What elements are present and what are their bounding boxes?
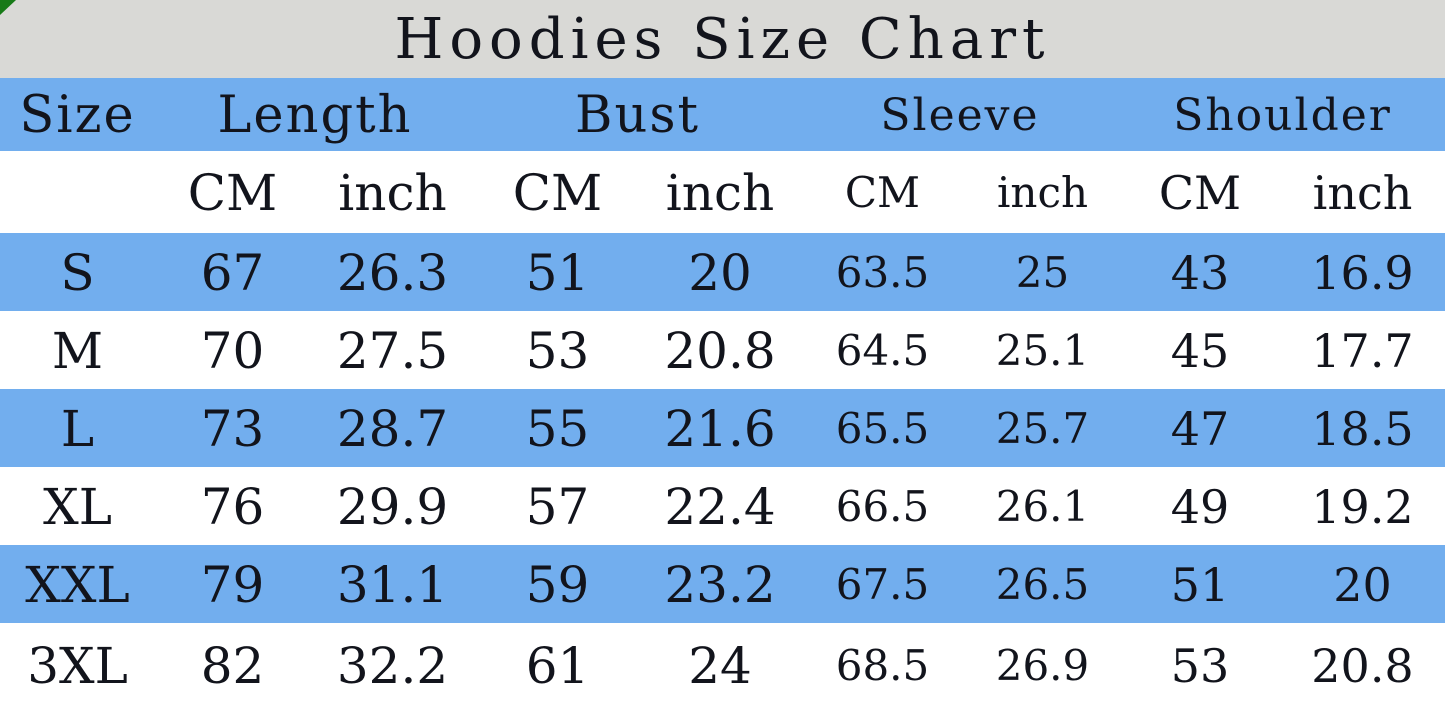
table-row-s: S 67 26.3 51 20 63.5 25 43 16.9 [0, 233, 1445, 311]
cell-shoulder-cm: 43 [1170, 246, 1230, 300]
cell-shoulder-cm: 51 [1170, 558, 1230, 612]
cell-sleeve-inch: 25 [1015, 248, 1070, 297]
column-header-sleeve: Sleeve [880, 89, 1040, 141]
cell-size: XXL [25, 556, 130, 614]
cell-sleeve-cm: 66.5 [835, 482, 930, 531]
unit-bust-inch: inch [665, 164, 775, 222]
unit-shoulder-cm: CM [1158, 166, 1242, 220]
chart-title: Hoodies Size Chart [394, 6, 1051, 72]
cell-size: S [60, 244, 95, 302]
cell-shoulder-cm: 53 [1170, 638, 1230, 693]
cell-sleeve-inch: 26.9 [995, 640, 1090, 690]
cell-shoulder-inch: 20.8 [1311, 638, 1414, 693]
cell-sleeve-cm: 63.5 [835, 248, 930, 297]
column-header-bust: Bust [575, 86, 700, 145]
unit-length-inch: inch [338, 164, 447, 222]
column-header-size: Size [19, 86, 136, 145]
cell-length-inch: 28.7 [336, 400, 449, 458]
cell-sleeve-inch: 26.1 [995, 482, 1090, 531]
cell-length-cm: 76 [200, 478, 265, 536]
cell-sleeve-inch: 25.1 [995, 326, 1090, 375]
cell-length-inch: 29.9 [336, 478, 449, 536]
cell-length-cm: 73 [200, 400, 265, 458]
cell-bust-inch: 20.8 [664, 322, 776, 380]
cell-sleeve-inch: 25.7 [995, 404, 1090, 453]
table-row-m: M 70 27.5 53 20.8 64.5 25.1 45 17.7 [0, 311, 1445, 389]
unit-sleeve-inch: inch [996, 168, 1089, 217]
cell-length-cm: 70 [200, 322, 265, 380]
units-header-row: CM inch CM inch CM inch CM inch [0, 151, 1445, 233]
title-bar: Hoodies Size Chart [0, 0, 1445, 78]
cell-sleeve-cm: 68.5 [835, 640, 930, 690]
cell-bust-cm: 57 [525, 478, 590, 536]
cell-bust-cm: 51 [525, 244, 590, 302]
cell-shoulder-inch: 16.9 [1311, 246, 1414, 300]
cell-bust-cm: 61 [525, 636, 590, 695]
cell-length-cm: 79 [200, 556, 265, 614]
table-row-3xl: 3XL 82 32.2 61 24 68.5 26.9 53 20.8 [0, 623, 1445, 706]
cell-length-inch: 27.5 [336, 322, 449, 380]
unit-sleeve-cm: CM [844, 168, 921, 217]
cell-bust-inch: 24 [688, 636, 752, 695]
column-group-header-row: Size Length Bust Sleeve Shoulder [0, 78, 1445, 151]
cell-shoulder-cm: 45 [1170, 324, 1230, 378]
cell-length-cm: 82 [200, 636, 265, 695]
cell-size: 3XL [27, 636, 128, 695]
table-row-xl: XL 76 29.9 57 22.4 66.5 26.1 49 19.2 [0, 467, 1445, 545]
cell-size: XL [43, 478, 112, 536]
cell-shoulder-cm: 47 [1170, 402, 1230, 456]
cell-bust-cm: 55 [525, 400, 590, 458]
cell-bust-inch: 23.2 [664, 556, 776, 614]
cell-size: L [60, 400, 95, 458]
unit-shoulder-inch: inch [1312, 166, 1413, 220]
units-spacer [0, 151, 155, 233]
unit-bust-cm: CM [512, 164, 603, 222]
column-header-length: Length [217, 86, 413, 145]
cell-sleeve-cm: 65.5 [835, 404, 930, 453]
cell-bust-inch: 21.6 [664, 400, 776, 458]
table-row-l: L 73 28.7 55 21.6 65.5 25.7 47 18.5 [0, 389, 1445, 467]
cell-sleeve-cm: 67.5 [835, 560, 930, 609]
cell-bust-cm: 53 [525, 322, 590, 380]
cell-bust-inch: 22.4 [664, 478, 776, 536]
cell-sleeve-inch: 26.5 [995, 560, 1090, 609]
cell-shoulder-inch: 20 [1333, 558, 1392, 612]
cell-length-inch: 26.3 [336, 244, 449, 302]
unit-length-cm: CM [187, 164, 278, 222]
cell-bust-inch: 20 [688, 244, 752, 302]
cell-sleeve-cm: 64.5 [835, 326, 930, 375]
cell-length-inch: 31.1 [336, 556, 449, 614]
cell-shoulder-cm: 49 [1170, 480, 1230, 534]
cell-shoulder-inch: 19.2 [1311, 480, 1414, 534]
cell-shoulder-inch: 17.7 [1311, 324, 1414, 378]
cell-length-cm: 67 [200, 244, 265, 302]
table-row-xxl: XXL 79 31.1 59 23.2 67.5 26.5 51 20 [0, 545, 1445, 623]
cell-bust-cm: 59 [525, 556, 590, 614]
cell-shoulder-inch: 18.5 [1311, 402, 1414, 456]
column-header-shoulder: Shoulder [1173, 89, 1392, 141]
cell-length-inch: 32.2 [336, 636, 449, 695]
cell-size: M [51, 322, 104, 380]
